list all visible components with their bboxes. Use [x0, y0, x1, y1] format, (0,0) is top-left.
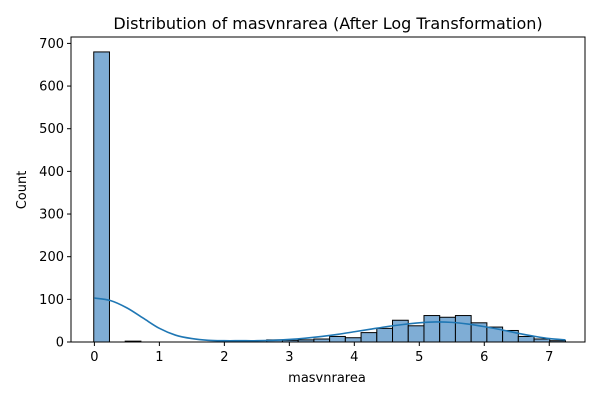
histogram-bar	[329, 335, 346, 343]
histogram-bar	[423, 315, 441, 343]
x-tick-label: 2	[220, 350, 228, 365]
x-axis-label: masvnrarea	[288, 371, 366, 386]
x-tick-label: 6	[480, 350, 488, 365]
x-tick-label: 4	[350, 350, 358, 365]
plot-frame	[70, 36, 586, 343]
kde-layer	[94, 297, 566, 342]
histogram-bar	[376, 327, 394, 343]
histogram-bar	[454, 315, 472, 343]
x-tick-label: 7	[545, 350, 553, 365]
chart-title: Distribution of masvnrarea (After Log Tr…	[113, 14, 542, 33]
histogram-bar	[360, 332, 378, 343]
y-tick-label: 400	[39, 165, 64, 180]
y-tick-label: 200	[39, 250, 64, 265]
histogram-bar	[407, 325, 425, 343]
kde-line	[94, 297, 566, 342]
x-tick-label: 3	[285, 350, 293, 365]
x-tick-label: 0	[90, 350, 98, 365]
y-axis-label: Count	[15, 171, 30, 210]
histogram-bar	[517, 335, 535, 343]
y-tick-label: 600	[39, 80, 64, 95]
bars-layer	[93, 51, 567, 343]
x-axis-ticks: 0 1 2 3 4 5 6 7	[90, 342, 553, 365]
histogram-bar	[439, 316, 456, 343]
y-tick-label: 500	[39, 122, 64, 137]
y-tick-label: 100	[39, 293, 64, 308]
x-tick-label: 5	[415, 350, 423, 365]
y-tick-label: 300	[39, 208, 64, 223]
histogram-bar	[344, 337, 362, 343]
y-tick-label: 700	[39, 37, 64, 52]
y-axis-ticks: 0 100 200 300 400 500 600 700	[39, 37, 71, 351]
x-tick-label: 1	[155, 350, 163, 365]
y-tick-label: 0	[56, 336, 64, 351]
